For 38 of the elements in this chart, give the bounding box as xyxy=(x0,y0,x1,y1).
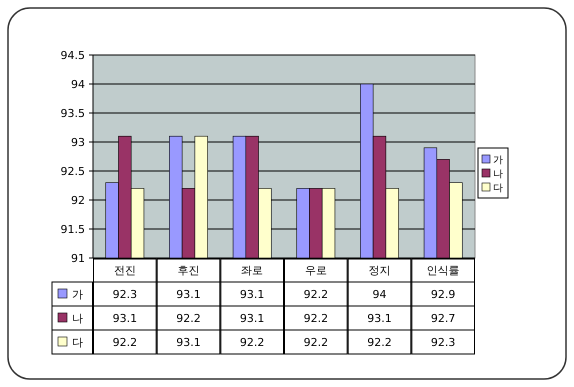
data-label: 93.1 xyxy=(240,312,264,325)
data-label: 92.2 xyxy=(304,336,328,349)
y-tick-label: 94.5 xyxy=(60,49,85,62)
data-label: 92.2 xyxy=(240,336,264,349)
x-tick-label: 우로 xyxy=(304,264,327,277)
data-label: 92.2 xyxy=(176,312,201,325)
y-tick-label: 93 xyxy=(71,136,85,149)
text: 가 xyxy=(493,155,503,166)
y-tick-label: 92.5 xyxy=(60,165,85,178)
data-label: 92.7 xyxy=(430,312,456,325)
y-tick-label: 93.5 xyxy=(60,107,85,120)
data-label: 92.2 xyxy=(112,336,138,349)
y-tick-label: 92 xyxy=(71,194,85,207)
data-label: 93.1 xyxy=(176,336,201,349)
data-label: 92.9 xyxy=(430,288,456,301)
data-label: 92.3 xyxy=(430,336,456,349)
text: 나 xyxy=(72,312,83,325)
legend-label: 가 xyxy=(72,288,83,301)
data-label: 93.1 xyxy=(240,288,264,301)
y-tick-label: 91.5 xyxy=(60,223,85,236)
legend-label: 나 xyxy=(493,169,503,180)
data-label: 92.2 xyxy=(304,288,328,301)
data-label: 93.1 xyxy=(112,312,138,325)
text: 다 xyxy=(72,336,83,349)
data-label: 92.2 xyxy=(367,336,392,349)
data-label: 93.1 xyxy=(176,288,201,301)
y-tick-label: 94 xyxy=(71,78,85,91)
y-tick-label: 91 xyxy=(71,252,85,265)
x-tick-label: 전진 xyxy=(114,264,136,277)
x-tick-label: 인식률 xyxy=(426,264,460,277)
data-label: 94 xyxy=(372,288,386,301)
data-label: 92.2 xyxy=(304,312,328,325)
data-label: 92.3 xyxy=(112,288,138,301)
data-label: 93.1 xyxy=(367,312,392,325)
x-tick-label: 좌로 xyxy=(241,264,264,277)
x-tick-label: 정지 xyxy=(368,264,390,277)
legend-label: 다 xyxy=(493,183,503,194)
x-tick-label: 후진 xyxy=(178,264,200,277)
